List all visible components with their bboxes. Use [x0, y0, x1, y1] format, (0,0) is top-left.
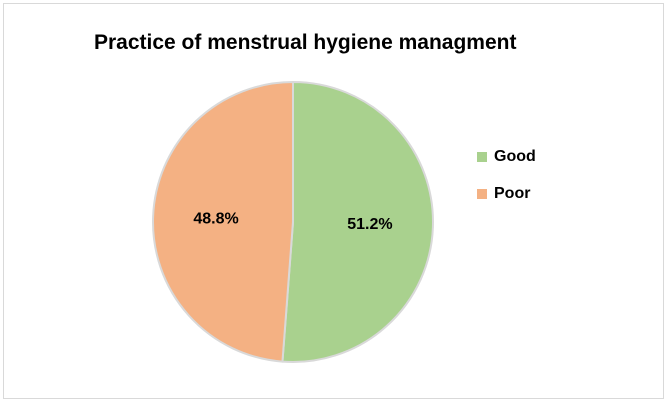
legend-item-poor: Poor: [477, 184, 536, 204]
legend-label-good: Good: [494, 148, 536, 165]
legend-label-poor: Poor: [494, 185, 531, 202]
legend-swatch-poor: [477, 189, 487, 199]
chart-title: Practice of menstrual hygiene managment: [94, 31, 517, 54]
legend: Good Poor: [477, 147, 536, 221]
pie-slice-good: [281, 80, 434, 363]
legend-item-good: Good: [477, 147, 536, 167]
data-label-good: 51.2%: [347, 216, 392, 233]
pie-slice-poor: [152, 80, 294, 363]
legend-swatch-good: [477, 152, 487, 162]
data-label-poor: 48.8%: [193, 210, 238, 227]
